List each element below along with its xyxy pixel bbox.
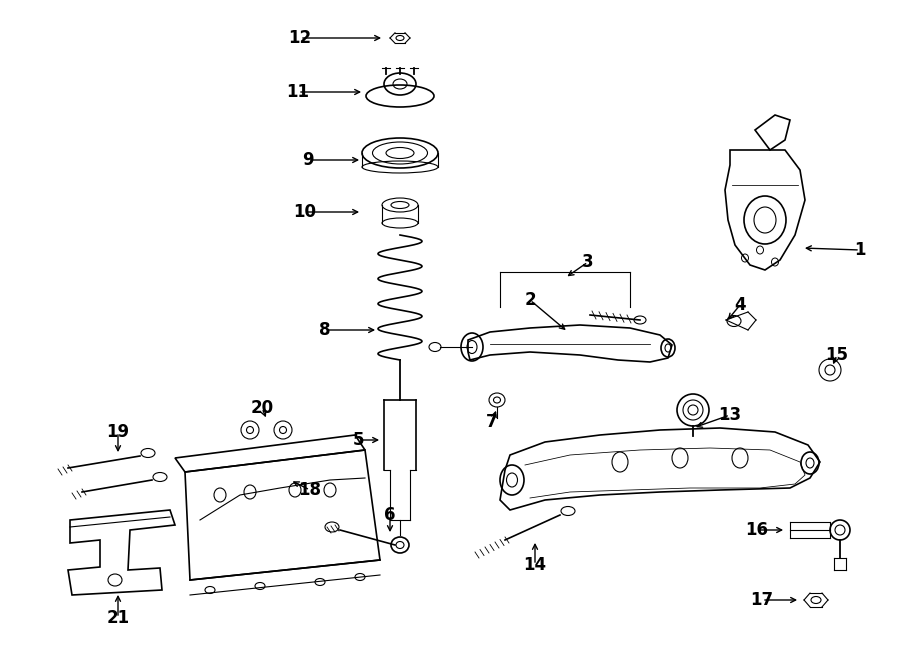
Text: 11: 11 [286,83,310,101]
Text: 21: 21 [106,609,130,627]
Text: 19: 19 [106,423,130,441]
Text: 4: 4 [734,296,746,314]
Text: 5: 5 [352,431,364,449]
Text: 13: 13 [718,406,742,424]
Text: 6: 6 [384,506,396,524]
Text: 20: 20 [250,399,274,417]
Text: 9: 9 [302,151,314,169]
Text: 16: 16 [745,521,769,539]
Text: 10: 10 [293,203,317,221]
Text: 17: 17 [751,591,774,609]
Text: 15: 15 [825,346,849,364]
Text: 7: 7 [486,413,498,431]
Text: 3: 3 [582,253,594,271]
Text: 2: 2 [524,291,536,309]
Text: 12: 12 [288,29,311,47]
Text: 18: 18 [299,481,321,499]
Text: 8: 8 [320,321,331,339]
Text: 1: 1 [854,241,866,259]
Text: 14: 14 [524,556,546,574]
